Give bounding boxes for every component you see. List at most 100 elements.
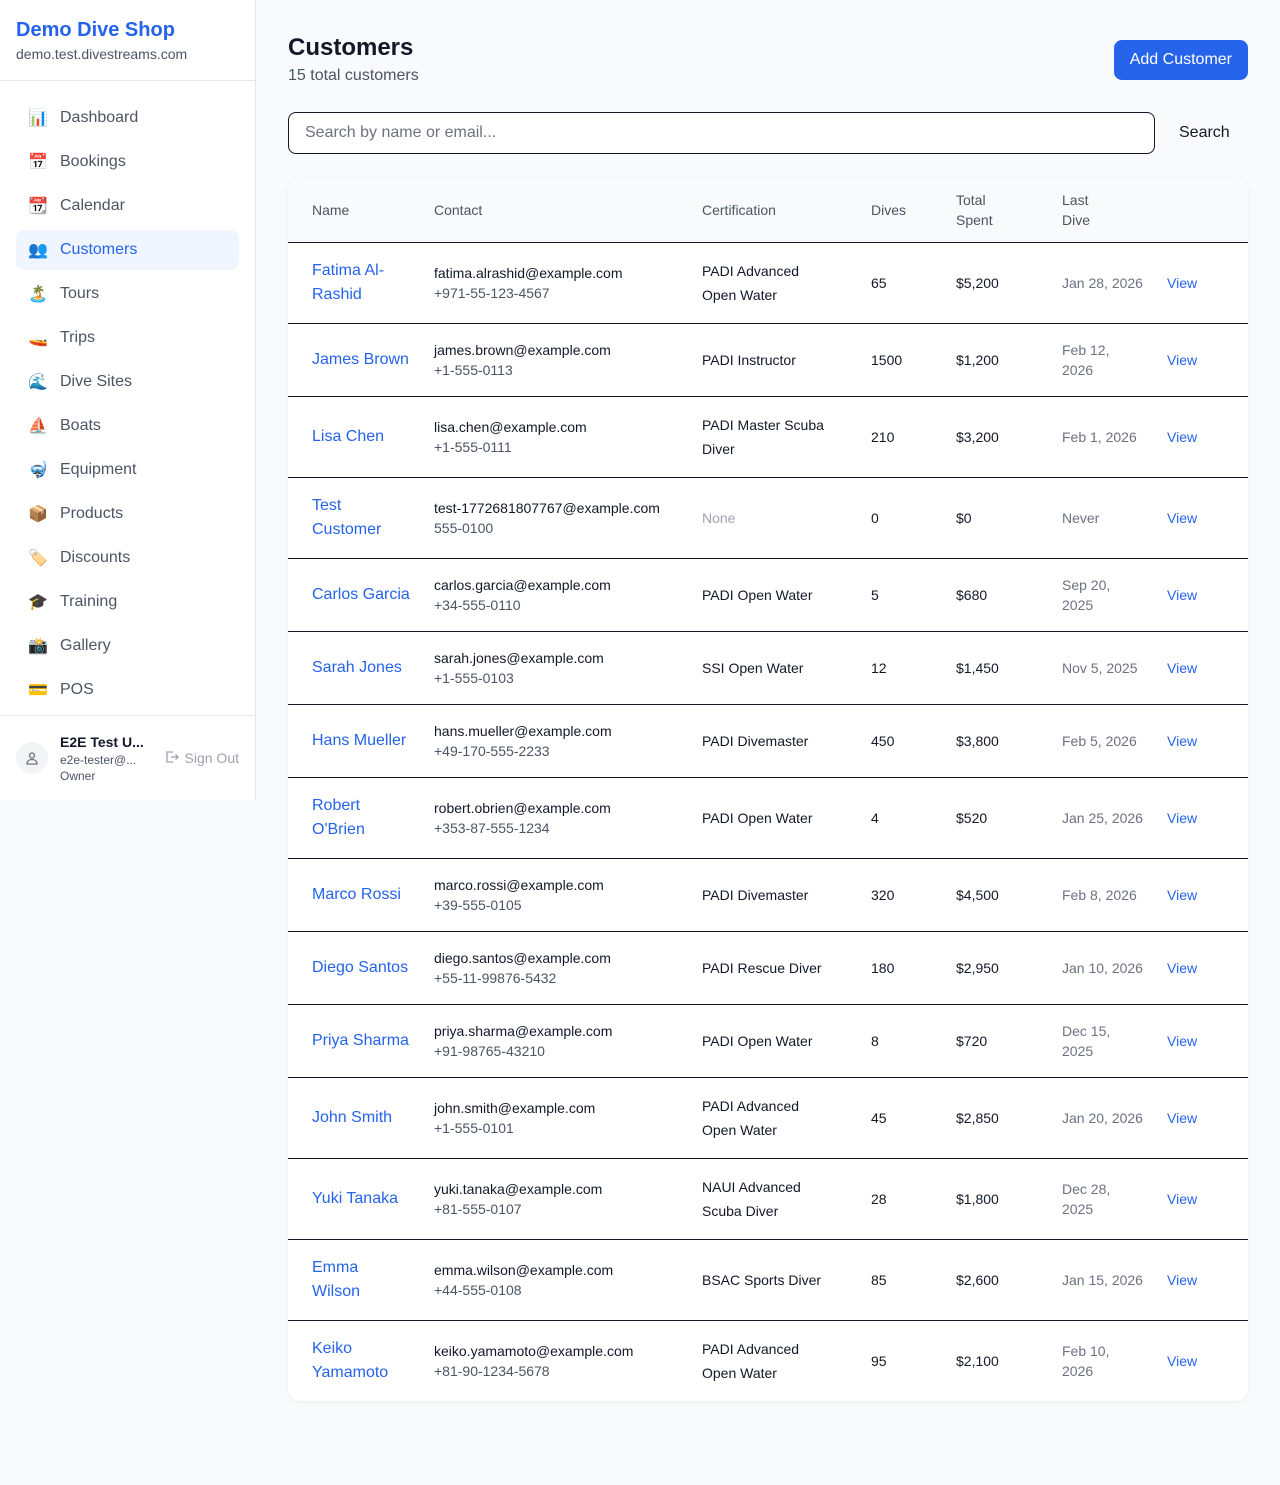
add-customer-button[interactable]: Add Customer <box>1113 40 1248 80</box>
view-customer-link[interactable]: View <box>1167 1190 1198 1207</box>
customer-last-dive: Feb 5, 2026 <box>1062 704 1167 778</box>
customer-name-link[interactable]: Marco Rossi <box>312 885 401 903</box>
customers-icon: 👥 <box>28 242 48 259</box>
sidebar-item-label: Bookings <box>60 153 126 170</box>
sidebar-item-products[interactable]: 📦 Products <box>16 494 239 534</box>
customer-email: robert.obrien@example.com <box>434 799 611 816</box>
view-customer-link[interactable]: View <box>1167 809 1198 826</box>
view-customer-link[interactable]: View <box>1167 351 1198 368</box>
sidebar-item-dive-sites[interactable]: 🌊 Dive Sites <box>16 362 239 402</box>
table-row: Yuki Tanaka yuki.tanaka@example.com +81-5… <box>288 1158 1248 1240</box>
customer-phone: +34-555-0110 <box>434 596 521 613</box>
customer-name-link[interactable]: Lisa Chen <box>312 427 385 445</box>
view-customer-link[interactable]: View <box>1167 732 1198 749</box>
view-customer-link[interactable]: View <box>1167 274 1198 291</box>
view-customer-link[interactable]: View <box>1167 886 1198 903</box>
view-customer-link[interactable]: View <box>1167 659 1198 676</box>
customer-phone: +49-170-555-2233 <box>434 742 550 759</box>
customer-total-spent: $680 <box>956 558 1062 632</box>
sidebar-item-trips[interactable]: 🚤 Trips <box>16 318 239 358</box>
customer-last-dive: Dec 28, 2025 <box>1062 1158 1167 1240</box>
search-input[interactable] <box>288 112 1155 154</box>
customer-total-spent: $2,100 <box>956 1352 999 1369</box>
view-customer-link[interactable]: View <box>1167 428 1198 445</box>
view-customer-link[interactable]: View <box>1167 1271 1198 1288</box>
trips-icon: 🚤 <box>28 330 48 347</box>
view-customer-link[interactable]: View <box>1167 1032 1198 1049</box>
customer-email: diego.santos@example.com <box>434 949 611 966</box>
tours-icon: 🏝️ <box>28 286 48 303</box>
customer-total-spent: $2,850 <box>956 1077 1062 1159</box>
customer-email: priya.sharma@example.com <box>434 1022 613 1039</box>
customers-table-card: Name Contact Certification Dives Total S… <box>288 178 1248 1401</box>
customer-total-spent: $5,200 <box>956 242 1062 324</box>
user-email: e2e-tester@... <box>60 753 137 767</box>
user-panel: E2E Test U... e2e-tester@... Owner Sign … <box>0 715 255 800</box>
shop-name[interactable]: Demo Dive Shop <box>16 19 175 41</box>
table-row: Test Customer test-1772681807767@example… <box>288 477 1248 559</box>
customer-last-dive: Dec 15, 2025 <box>1062 1004 1167 1078</box>
sidebar-item-label: Calendar <box>60 197 125 214</box>
customer-name-link[interactable]: Keiko Yamamoto <box>312 1339 389 1381</box>
sidebar-item-label: Training <box>60 593 118 610</box>
search-button[interactable]: Search <box>1163 124 1246 142</box>
customer-certification: BSAC Sports Diver <box>702 1239 871 1321</box>
customer-name-link[interactable]: John Smith <box>312 1108 393 1126</box>
customer-name-link[interactable]: Emma Wilson <box>312 1258 361 1300</box>
customer-certification: SSI Open Water <box>702 631 871 705</box>
sidebar-item-dashboard[interactable]: 📊 Dashboard <box>16 98 239 138</box>
customer-email: emma.wilson@example.com <box>434 1261 614 1278</box>
customer-dives: 4 <box>871 777 956 859</box>
sidebar-nav: 📊 Dashboard 📅 Bookings 📆 Calendar 👥 Cust… <box>0 81 255 710</box>
customer-email: james.brown@example.com <box>434 341 611 358</box>
sidebar-item-equipment[interactable]: 🤿 Equipment <box>16 450 239 490</box>
customer-dives: 12 <box>871 631 956 705</box>
sidebar-item-boats[interactable]: ⛵ Boats <box>16 406 239 446</box>
customer-name-link[interactable]: Test Customer <box>312 496 382 538</box>
sign-out-icon <box>165 750 179 767</box>
customer-total-spent: $4,500 <box>956 858 1062 932</box>
table-row: Sarah Jones sarah.jones@example.com +1-55… <box>288 631 1248 705</box>
view-customer-link[interactable]: View <box>1167 1109 1198 1126</box>
view-customer-link[interactable]: View <box>1167 509 1198 526</box>
customer-name-link[interactable]: Fatima Al-Rashid <box>312 261 385 303</box>
customer-email: carlos.garcia@example.com <box>434 576 611 593</box>
customer-name-link[interactable]: Hans Mueller <box>312 731 407 749</box>
customer-phone: +81-90-1234-5678 <box>434 1362 550 1379</box>
sidebar-item-pos[interactable]: 💳 POS <box>16 670 239 710</box>
customer-name-link[interactable]: Sarah Jones <box>312 658 402 676</box>
sidebar-item-customers[interactable]: 👥 Customers <box>16 230 239 270</box>
customer-name-link[interactable]: Robert O'Brien <box>312 796 365 838</box>
sign-out-button[interactable]: Sign Out <box>165 750 239 767</box>
sidebar-item-bookings[interactable]: 📅 Bookings <box>16 142 239 182</box>
customer-email: marco.rossi@example.com <box>434 876 604 893</box>
sidebar-item-tours[interactable]: 🏝️ Tours <box>16 274 239 314</box>
customer-total-spent: $3,200 <box>956 396 1062 478</box>
sidebar-item-calendar[interactable]: 📆 Calendar <box>16 186 239 226</box>
boats-icon: ⛵ <box>28 418 48 435</box>
customer-certification: PADI Master Scuba Diver <box>702 396 871 478</box>
view-customer-link[interactable]: View <box>1167 1352 1198 1369</box>
column-header-dives: Dives <box>871 178 956 243</box>
customer-email: test-1772681807767@example.com <box>434 499 660 516</box>
customer-name-link[interactable]: James Brown <box>312 350 409 368</box>
customer-name-link[interactable]: Carlos Garcia <box>312 585 410 603</box>
sidebar-item-gallery[interactable]: 📸 Gallery <box>16 626 239 666</box>
customer-certification: PADI Open Water <box>702 1004 871 1078</box>
customer-phone: +55-11-99876-5432 <box>434 969 557 986</box>
customer-dives: 45 <box>871 1077 956 1159</box>
sidebar-item-label: Dashboard <box>60 109 139 126</box>
customer-phone: +1-555-0111 <box>434 438 512 455</box>
customer-total-spent: $2,950 <box>956 931 1062 1005</box>
view-customer-link[interactable]: View <box>1167 959 1198 976</box>
column-header-contact: Contact <box>434 178 702 243</box>
sidebar-item-discounts[interactable]: 🏷️ Discounts <box>16 538 239 578</box>
customer-name-link[interactable]: Diego Santos <box>312 958 409 976</box>
table-row: Carlos Garcia carlos.garcia@example.com +… <box>288 558 1248 632</box>
customer-name-link[interactable]: Priya Sharma <box>312 1031 409 1049</box>
view-customer-link[interactable]: View <box>1167 586 1198 603</box>
customer-last-dive: Jan 15, 2026 <box>1062 1239 1167 1321</box>
sidebar-item-training[interactable]: 🎓 Training <box>16 582 239 622</box>
customer-name-link[interactable]: Yuki Tanaka <box>312 1189 398 1207</box>
customer-certification: PADI Rescue Diver <box>702 931 871 1005</box>
